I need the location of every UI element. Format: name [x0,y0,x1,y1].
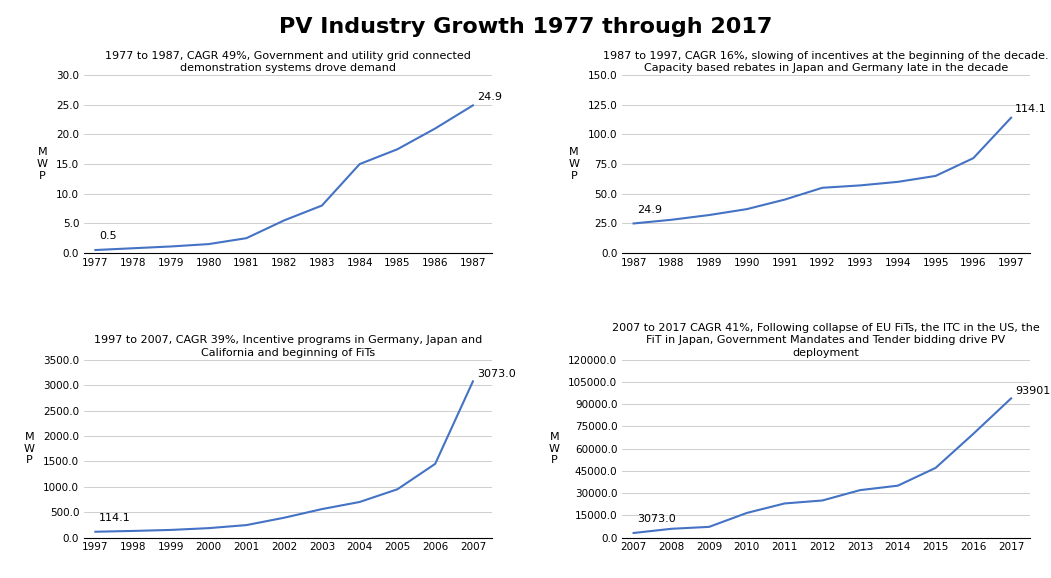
Y-axis label: M
W
P: M W P [24,432,35,465]
Text: PV Industry Growth 1977 through 2017: PV Industry Growth 1977 through 2017 [279,17,772,38]
Text: 24.9: 24.9 [637,205,662,215]
Title: 1997 to 2007, CAGR 39%, Incentive programs in Germany, Japan and
California and : 1997 to 2007, CAGR 39%, Incentive progra… [94,335,482,358]
Title: 2007 to 2017 CAGR 41%, Following collapse of EU FiTs, the ITC in the US, the
FiT: 2007 to 2017 CAGR 41%, Following collaps… [613,323,1040,358]
Title: 1977 to 1987, CAGR 49%, Government and utility grid connected
demonstration syst: 1977 to 1987, CAGR 49%, Government and u… [105,50,471,73]
Y-axis label: M
W
P: M W P [37,147,47,181]
Y-axis label: M
W
P: M W P [569,147,579,181]
Text: 24.9: 24.9 [477,92,501,102]
Text: 3073.0: 3073.0 [477,369,515,379]
Y-axis label: M
W
P: M W P [549,432,560,465]
Text: 0.5: 0.5 [99,231,117,242]
Title: 1987 to 1997, CAGR 16%, slowing of incentives at the beginning of the decade.
Ca: 1987 to 1997, CAGR 16%, slowing of incen… [603,50,1049,73]
Text: 114.1: 114.1 [99,513,131,523]
Text: 93901.4: 93901.4 [1015,386,1051,396]
Text: 114.1: 114.1 [1015,105,1047,114]
Text: 3073.0: 3073.0 [637,514,676,524]
